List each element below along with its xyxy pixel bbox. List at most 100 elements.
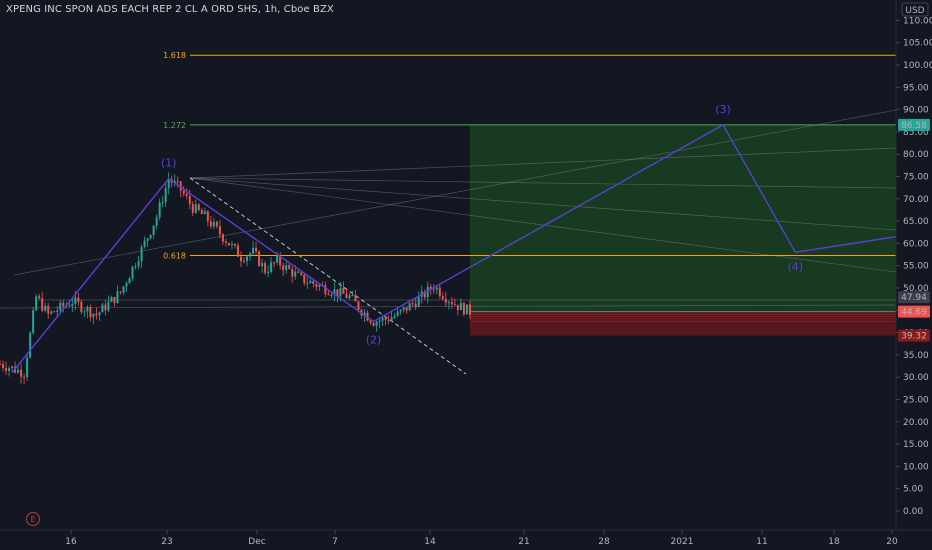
y-tick-label: 65.00 <box>903 217 929 227</box>
candle-body <box>92 313 95 318</box>
candle-body <box>387 319 390 321</box>
candle-body <box>429 286 432 290</box>
candle-body <box>261 263 264 267</box>
candle-body <box>363 312 366 316</box>
candle-body <box>315 283 318 287</box>
x-tick-label: 7 <box>332 537 338 547</box>
x-tick-label: 18 <box>828 537 840 547</box>
candle-body <box>399 309 402 312</box>
candle-body <box>44 305 47 311</box>
price-tag-label: 86.58 <box>901 121 927 131</box>
candle-body <box>32 310 35 333</box>
fib-level-label: 0.618 <box>163 251 186 260</box>
candle-body <box>405 307 408 311</box>
target-zone <box>469 124 896 312</box>
price-tag <box>898 305 930 318</box>
y-tick-label: 60.00 <box>903 239 929 249</box>
candle-body <box>294 271 297 277</box>
candle-body <box>71 304 74 307</box>
candle-body <box>291 268 294 277</box>
candle-body <box>122 286 125 293</box>
y-tick-label: 15.00 <box>903 440 929 450</box>
candle-body <box>113 296 116 303</box>
candle-body <box>312 281 315 284</box>
position-tool[interactable] <box>469 124 896 336</box>
candle-body <box>246 256 249 262</box>
candle-body <box>258 251 261 267</box>
candle-body <box>270 262 273 272</box>
candle-body <box>306 283 309 285</box>
currency-badge[interactable] <box>901 2 929 17</box>
fan-line <box>0 304 897 309</box>
candle-body <box>276 255 279 263</box>
price-tag <box>898 291 930 304</box>
candle-body <box>432 289 435 291</box>
price-tag-label: 39.32 <box>901 332 927 342</box>
candle-body <box>444 298 447 303</box>
candle-body <box>107 301 110 311</box>
elliott-wave[interactable]: (1) (2) (3) (4) <box>11 103 897 374</box>
candle-body <box>155 217 158 226</box>
candle-body <box>167 179 170 189</box>
y-tick-label: 100.00 <box>903 61 932 71</box>
x-tick-label: 14 <box>424 537 436 547</box>
candle-body <box>414 303 417 307</box>
fan-line <box>13 109 897 276</box>
x-tick-label: 23 <box>161 537 172 547</box>
candle-body <box>134 266 137 268</box>
candle-body <box>125 283 128 287</box>
candle-body <box>282 265 285 271</box>
y-tick-label: 85.00 <box>903 128 929 138</box>
x-tick-label: 20 <box>886 537 898 547</box>
candle-body <box>369 320 372 323</box>
y-tick-label: 30.00 <box>903 373 929 383</box>
candle-body <box>240 256 242 262</box>
candle-body <box>143 240 146 247</box>
candle-body <box>149 234 152 239</box>
candle-body <box>465 304 468 315</box>
candle-body <box>285 265 288 271</box>
candle-body <box>137 261 140 267</box>
fib-level-label: 1.272 <box>163 121 186 130</box>
candle-body <box>252 247 255 254</box>
wave-label: (2) <box>366 333 382 346</box>
candle-body <box>357 301 360 310</box>
candle-body <box>98 312 101 316</box>
price-tag-label: 44.69 <box>901 308 927 318</box>
candle-body <box>128 278 131 284</box>
wave-label: (1) <box>161 157 177 170</box>
candle-body <box>230 243 233 246</box>
candle-body <box>182 190 185 194</box>
candle-body <box>236 245 239 257</box>
candle-body <box>110 296 113 302</box>
candle-body <box>26 357 29 378</box>
candle-body <box>426 286 429 298</box>
fib-extension[interactable]: 1.618 1.272 0.618 <box>163 51 896 260</box>
trend-fan-lines[interactable] <box>0 109 897 375</box>
candle-body <box>212 221 215 227</box>
fan-line <box>189 177 897 189</box>
candle-body <box>354 295 357 302</box>
candle-body <box>59 302 62 311</box>
candle-body <box>408 303 411 311</box>
candle-body <box>164 188 167 203</box>
candle-body <box>119 291 122 293</box>
candle-body <box>140 246 143 262</box>
wave-path <box>11 123 796 374</box>
dashed-projection <box>189 177 467 375</box>
candle-body <box>2 363 5 368</box>
candle-body <box>468 304 471 315</box>
candle-body <box>47 305 50 314</box>
candle-body <box>146 238 149 241</box>
y-tick-label: 90.00 <box>903 106 929 116</box>
candle-body <box>288 265 291 269</box>
events-icon[interactable]: E <box>26 512 40 526</box>
y-tick-label: 50.00 <box>903 284 929 294</box>
candle-body <box>435 287 438 290</box>
candle-body <box>191 203 194 213</box>
candle-body <box>185 193 188 196</box>
candle-body <box>152 225 155 235</box>
candle-body <box>218 226 221 235</box>
candle-body <box>173 180 176 183</box>
